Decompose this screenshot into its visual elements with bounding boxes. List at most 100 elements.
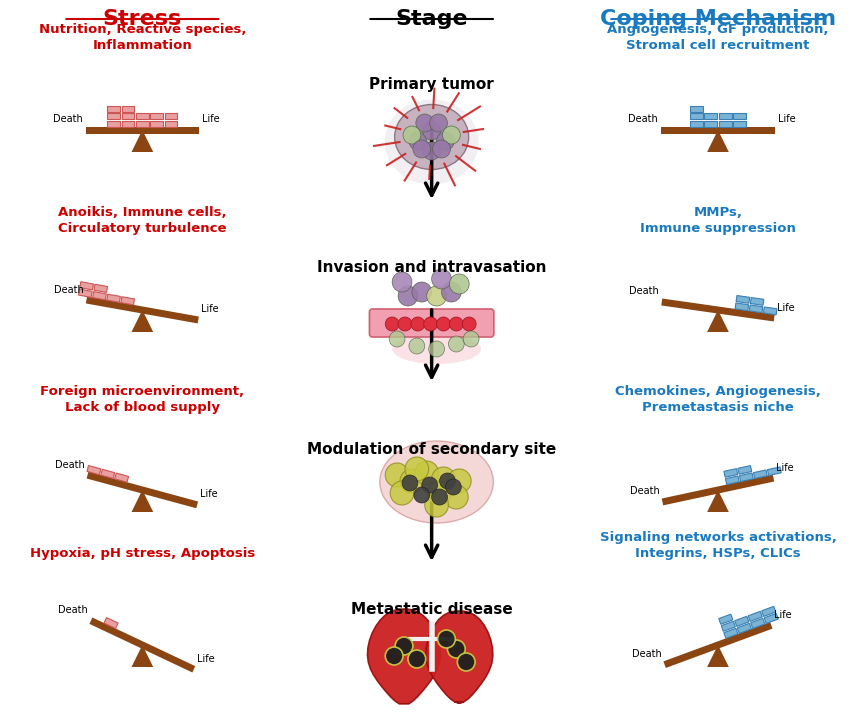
Polygon shape	[738, 466, 752, 474]
Text: Death: Death	[629, 487, 660, 497]
Text: Primary tumor: Primary tumor	[369, 77, 494, 92]
Text: Life: Life	[197, 654, 214, 664]
Polygon shape	[704, 121, 717, 126]
Polygon shape	[707, 645, 729, 667]
Circle shape	[405, 457, 428, 481]
Ellipse shape	[385, 100, 479, 185]
Text: Life: Life	[777, 303, 795, 313]
Polygon shape	[704, 113, 717, 119]
Circle shape	[425, 493, 448, 517]
Circle shape	[415, 461, 439, 485]
Polygon shape	[719, 113, 732, 119]
Circle shape	[432, 269, 452, 289]
Polygon shape	[426, 611, 492, 703]
Polygon shape	[165, 121, 178, 126]
Circle shape	[447, 640, 466, 658]
Polygon shape	[690, 121, 703, 126]
Polygon shape	[89, 617, 195, 672]
Polygon shape	[721, 621, 735, 631]
Ellipse shape	[392, 334, 481, 364]
Polygon shape	[662, 126, 775, 134]
Ellipse shape	[394, 105, 469, 170]
Text: Stress: Stress	[102, 9, 182, 29]
Polygon shape	[150, 113, 163, 119]
Circle shape	[445, 485, 468, 509]
Circle shape	[449, 317, 463, 331]
Circle shape	[437, 132, 454, 150]
Polygon shape	[108, 121, 121, 126]
Polygon shape	[101, 469, 114, 479]
Polygon shape	[132, 490, 153, 512]
Polygon shape	[663, 622, 772, 668]
Polygon shape	[368, 609, 440, 704]
Polygon shape	[753, 470, 767, 479]
Circle shape	[449, 274, 469, 294]
Text: Life: Life	[200, 490, 218, 500]
Circle shape	[398, 317, 412, 331]
Circle shape	[403, 126, 420, 144]
Polygon shape	[751, 618, 765, 628]
Circle shape	[433, 140, 451, 158]
Polygon shape	[150, 121, 163, 126]
Circle shape	[441, 282, 461, 302]
Text: Death: Death	[53, 115, 82, 124]
Circle shape	[427, 286, 447, 306]
Polygon shape	[108, 105, 121, 111]
Text: Hypoxia, pH stress, Apoptosis: Hypoxia, pH stress, Apoptosis	[29, 547, 255, 560]
Circle shape	[411, 317, 425, 331]
Polygon shape	[121, 105, 134, 111]
Circle shape	[408, 650, 426, 668]
Polygon shape	[740, 473, 753, 482]
Ellipse shape	[380, 441, 493, 523]
Circle shape	[402, 475, 418, 491]
Polygon shape	[726, 476, 740, 484]
Circle shape	[398, 286, 418, 306]
Text: Modulation of secondary site: Modulation of secondary site	[307, 442, 557, 457]
Text: Life: Life	[777, 463, 794, 472]
Polygon shape	[93, 292, 107, 300]
Polygon shape	[662, 298, 775, 321]
Polygon shape	[707, 130, 729, 152]
Polygon shape	[735, 303, 748, 310]
Text: Life: Life	[201, 305, 218, 315]
Polygon shape	[749, 305, 763, 313]
Circle shape	[400, 469, 424, 493]
Circle shape	[423, 122, 440, 140]
Circle shape	[446, 479, 461, 495]
Text: Death: Death	[55, 460, 85, 469]
Polygon shape	[764, 614, 779, 624]
Polygon shape	[94, 284, 108, 292]
Polygon shape	[724, 628, 738, 638]
Text: Coping Mechanism: Coping Mechanism	[600, 9, 836, 29]
Polygon shape	[165, 113, 178, 119]
Text: Metastatic disease: Metastatic disease	[351, 602, 512, 617]
Circle shape	[421, 477, 438, 493]
Text: Life: Life	[774, 610, 792, 619]
Circle shape	[463, 331, 479, 347]
Polygon shape	[121, 113, 134, 119]
Text: Chemokines, Angiogenesis,
Premetastasis niche: Chemokines, Angiogenesis, Premetastasis …	[615, 385, 821, 414]
Polygon shape	[79, 289, 92, 297]
Text: Life: Life	[778, 115, 795, 124]
Circle shape	[440, 473, 455, 489]
Polygon shape	[719, 121, 732, 126]
Polygon shape	[750, 297, 764, 305]
Polygon shape	[707, 490, 729, 512]
Polygon shape	[86, 126, 199, 134]
Circle shape	[385, 463, 409, 487]
Polygon shape	[114, 473, 128, 482]
Polygon shape	[748, 612, 762, 622]
Text: Death: Death	[629, 115, 658, 124]
Polygon shape	[724, 469, 738, 477]
Circle shape	[457, 653, 475, 671]
Text: Life: Life	[202, 115, 219, 124]
Polygon shape	[104, 617, 118, 629]
Polygon shape	[132, 130, 153, 152]
Polygon shape	[121, 121, 134, 126]
Circle shape	[409, 132, 427, 150]
Polygon shape	[690, 105, 703, 111]
Polygon shape	[132, 645, 153, 667]
Circle shape	[437, 317, 451, 331]
Circle shape	[462, 317, 476, 331]
Circle shape	[409, 338, 425, 354]
